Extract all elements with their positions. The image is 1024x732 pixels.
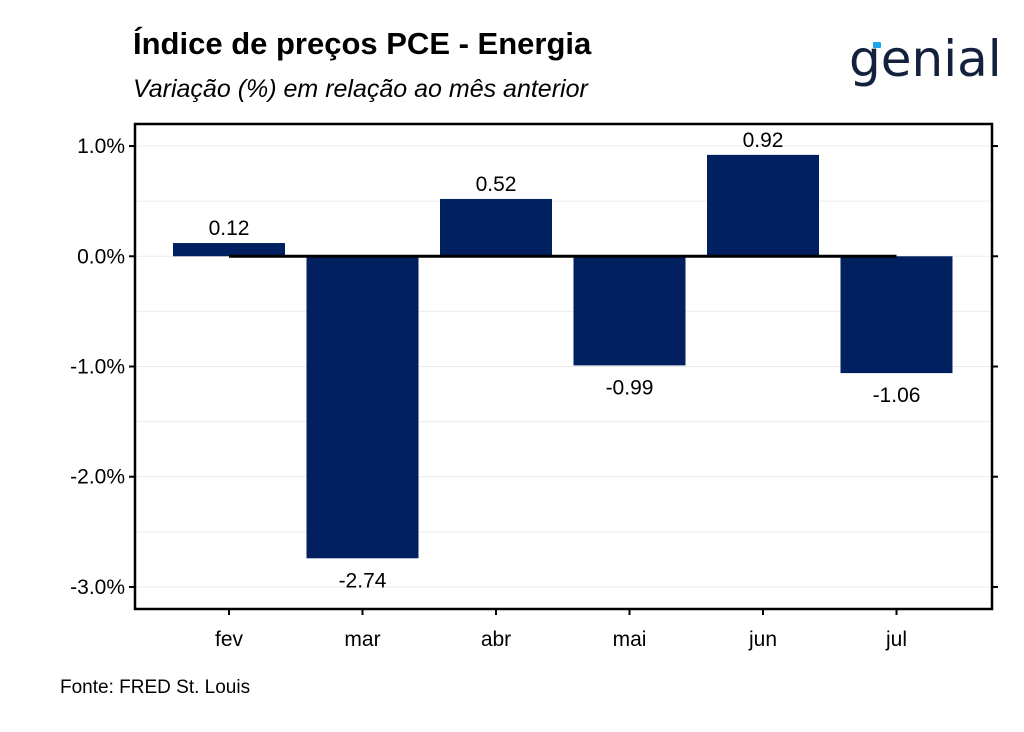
y-tick-label: -2.0% (70, 466, 125, 489)
bar-mar (306, 256, 419, 559)
x-tick-label-fev: fev (215, 628, 244, 651)
bar-fev (173, 243, 285, 257)
y-tick-label: 1.0% (77, 135, 125, 158)
data-label-jul: -1.06 (873, 384, 921, 407)
x-tick-label-mar: mar (344, 628, 380, 651)
chart-title: Índice de preços PCE - Energia (133, 26, 592, 61)
y-tick-label: 0.0% (77, 245, 125, 268)
source-note: Fonte: FRED St. Louis (60, 677, 251, 698)
x-tick-label-abr: abr (481, 628, 511, 651)
data-label-mar: -2.74 (339, 569, 387, 592)
x-tick-label-jul: jul (885, 628, 907, 651)
logo-accent-mark (873, 42, 881, 48)
y-tick-label: -3.0% (70, 576, 125, 599)
data-label-abr: 0.52 (476, 173, 517, 196)
data-label-mai: -0.99 (606, 376, 654, 399)
chart-subtitle: Variação (%) em relação ao mês anterior (133, 75, 588, 103)
x-tick-label-jun: jun (748, 628, 777, 651)
data-label-jun: 0.92 (743, 129, 784, 152)
bar-jun (707, 154, 819, 257)
grid-lines (135, 145, 992, 588)
y-tick-label: -1.0% (70, 356, 125, 379)
x-tick-label-mai: mai (613, 628, 647, 651)
data-labels: 0.12 -2.74 0.52 -0.99 0.92 -1.06 (209, 129, 921, 592)
bars (173, 154, 953, 559)
data-label-fev: 0.12 (209, 217, 250, 240)
bar-jul (840, 256, 953, 374)
bar-mai (573, 256, 686, 366)
bar-abr (440, 198, 552, 257)
axes: 1.0% 0.0% -1.0% -2.0% -3.0% fev mar abr mai jun ju… (70, 122, 998, 651)
